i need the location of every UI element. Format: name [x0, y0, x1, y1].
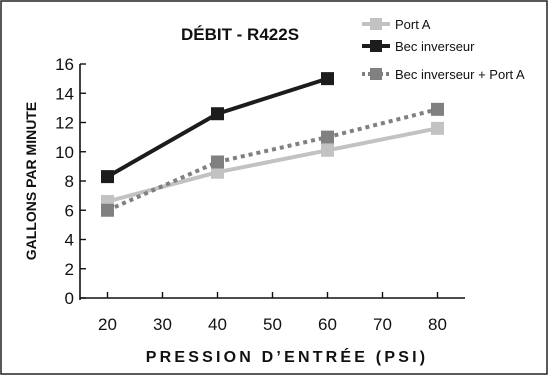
data-point-s0	[211, 165, 224, 179]
legend-swatch-marker	[370, 40, 382, 52]
legend-label: Bec inverseur + Port A	[395, 67, 525, 82]
data-point-s2	[321, 130, 334, 144]
series-line-2	[106, 107, 438, 213]
y-ticks: 0 2 4 6 8 10 12 14 16	[55, 55, 86, 308]
data-point-s2	[431, 102, 444, 116]
x-tick-label: 60	[318, 315, 337, 334]
legend: Port A Bec inverseur Bec inverseur + Port …	[362, 17, 525, 82]
legend-swatch-marker	[370, 18, 382, 30]
data-point-s1	[321, 72, 334, 86]
x-tick-label: 40	[208, 315, 227, 334]
series-layer	[101, 72, 444, 217]
x-tick-label: 30	[153, 315, 172, 334]
x-tick-label: 20	[98, 315, 117, 334]
data-point-s0	[321, 143, 334, 157]
y-tick-label: 16	[55, 55, 74, 74]
chart-title: DÉBIT - R422S	[181, 25, 299, 44]
x-tick-label: 80	[428, 315, 447, 334]
y-tick-label: 12	[55, 114, 74, 133]
data-point-s1	[211, 107, 224, 121]
x-ticks: 20 30 40 50 60 70 80	[98, 292, 447, 334]
y-tick-label: 14	[55, 84, 74, 103]
y-tick-label: 4	[65, 231, 74, 250]
data-point-s0	[431, 121, 444, 135]
data-point-s2	[101, 203, 114, 217]
y-tick-label: 10	[55, 143, 74, 162]
legend-label: Port A	[395, 17, 431, 32]
x-tick-label: 70	[373, 315, 392, 334]
data-point-s1	[101, 170, 114, 184]
y-tick-label: 6	[65, 201, 74, 220]
y-tick-label: 8	[65, 172, 74, 191]
legend-label: Bec inverseur	[395, 39, 475, 54]
y-tick-label: 2	[65, 260, 74, 279]
y-tick-label: 0	[65, 289, 74, 308]
y-axis-label: GALLONS PAR MINUTE	[23, 102, 39, 260]
x-tick-label: 50	[263, 315, 282, 334]
legend-swatch-marker	[370, 68, 382, 80]
x-axis-label: PRESSION D’ENTRÉE (PSI)	[146, 347, 429, 366]
data-point-s2	[211, 155, 224, 169]
